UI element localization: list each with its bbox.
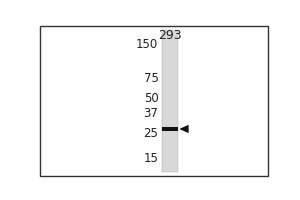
Text: 50: 50 [144, 92, 158, 105]
Text: 15: 15 [143, 152, 158, 165]
Polygon shape [179, 125, 189, 133]
Text: 37: 37 [143, 107, 158, 120]
Text: 150: 150 [136, 38, 158, 51]
Text: 293: 293 [158, 29, 182, 42]
FancyBboxPatch shape [40, 26, 268, 176]
Text: 75: 75 [143, 72, 158, 85]
FancyBboxPatch shape [162, 30, 178, 172]
FancyBboxPatch shape [162, 127, 178, 131]
Text: 25: 25 [143, 127, 158, 140]
